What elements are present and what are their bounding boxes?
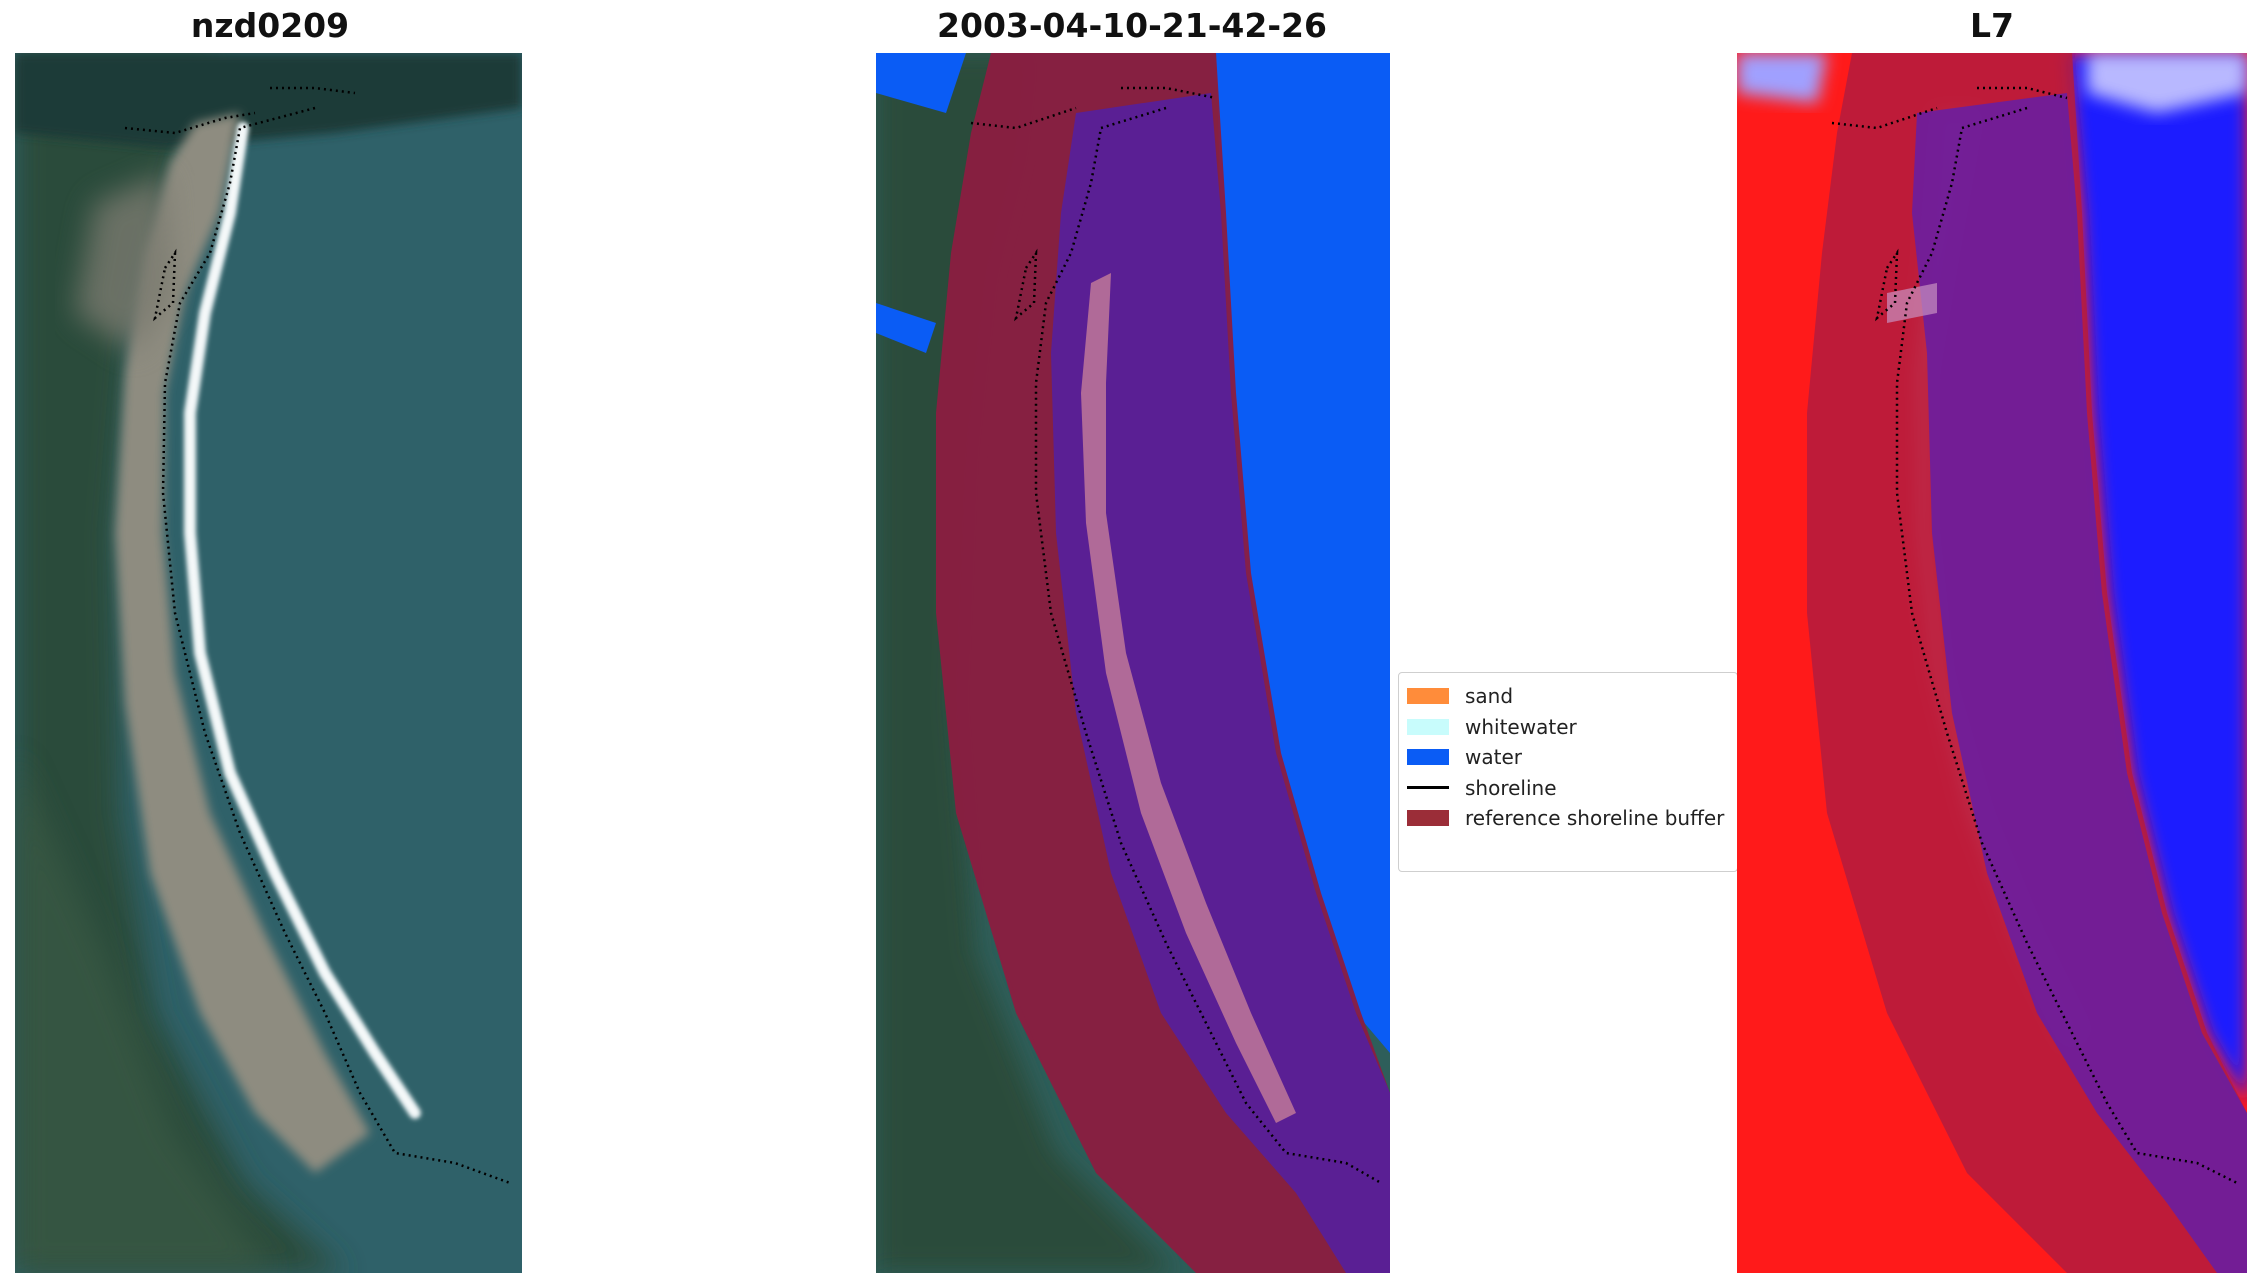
sand-swatch-icon	[1407, 688, 1449, 705]
index-panel	[1737, 53, 2247, 1273]
buffer-swatch-icon	[1407, 810, 1449, 827]
legend: sand whitewater water shoreline referenc…	[1398, 672, 1738, 872]
legend-label-buffer: reference shoreline buffer	[1465, 806, 1725, 831]
rgb-image-panel	[15, 53, 522, 1273]
panel-title-image: nzd0209	[190, 6, 350, 45]
legend-label-water: water	[1465, 745, 1522, 770]
legend-item-buffer: reference shoreline buffer	[1407, 803, 1737, 834]
whitewater-swatch-icon	[1407, 718, 1449, 735]
legend-item-whitewater: whitewater	[1407, 712, 1737, 743]
legend-label-whitewater: whitewater	[1465, 714, 1577, 739]
shoreline-line-icon	[1407, 786, 1449, 790]
legend-item-water: water	[1407, 742, 1737, 773]
legend-item-shoreline: shoreline	[1407, 773, 1737, 804]
panel-title-satellite: L7	[1970, 6, 2014, 45]
index-image	[1737, 53, 2247, 1273]
rgb-image	[15, 53, 522, 1273]
legend-item-sand: sand	[1407, 681, 1737, 712]
panel-title-date: 2003-04-10-21-42-26	[937, 6, 1327, 45]
water-swatch-icon	[1407, 749, 1449, 766]
legend-label-shoreline: shoreline	[1465, 775, 1557, 800]
classification-panel	[876, 53, 1390, 1273]
classification-image	[876, 53, 1390, 1273]
legend-label-sand: sand	[1465, 684, 1514, 709]
